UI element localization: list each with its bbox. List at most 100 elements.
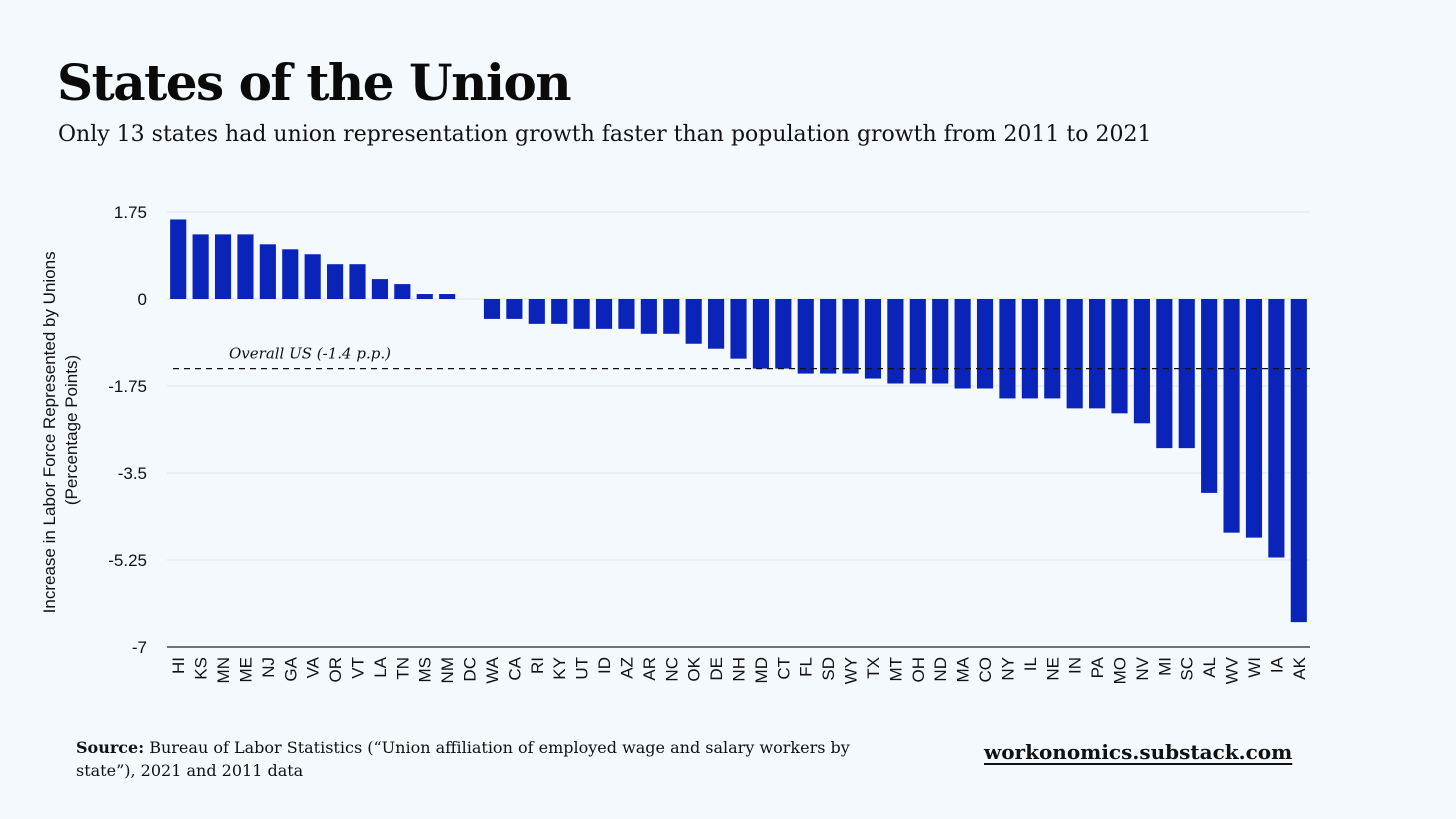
bar-pa xyxy=(1089,299,1106,409)
y-tick-labels: 1.75 0 -1.75 -3.5 -5.25 -7 xyxy=(108,203,147,657)
site-link[interactable]: workonomics.substack.com xyxy=(984,740,1293,764)
bar-ks xyxy=(192,234,209,299)
x-tick-label: VA xyxy=(304,656,323,678)
bar-ak xyxy=(1290,299,1307,623)
y-axis-label: Increase in Labor Force Represented by U… xyxy=(40,247,81,614)
x-tick-label: AK xyxy=(1290,656,1309,679)
bar-vt xyxy=(349,264,366,299)
chart-title: States of the Union xyxy=(57,53,572,112)
y-tick-label: -3.5 xyxy=(118,464,147,483)
x-tick-labels: HI KS MN ME NJ GA VA OR VT LA TN MS NM DC WA CA RI KY UT ID… xyxy=(169,656,1309,684)
x-tick-label: TN xyxy=(393,657,412,680)
bar-tn xyxy=(394,284,411,299)
x-tick-label: NM xyxy=(438,657,457,683)
x-tick-label: TX xyxy=(864,657,883,679)
bar-ga xyxy=(282,249,299,299)
bar-md xyxy=(752,299,769,369)
x-tick-label: DC xyxy=(461,657,480,682)
x-tick-label: MI xyxy=(1155,657,1174,676)
bar-chart: 1.75 0 -1.75 -3.5 -5.25 -7 HI KS MN ME NJ GA VA OR VT… xyxy=(40,203,1310,684)
source-note: Source: Bureau of Labor Statistics (“Uni… xyxy=(76,736,876,782)
x-tick-label: AR xyxy=(640,657,659,681)
source-label: Source: xyxy=(76,738,145,757)
bar-il xyxy=(1021,299,1038,399)
x-tick-label: NY xyxy=(998,657,1017,681)
bar-sd xyxy=(820,299,837,374)
x-tick-label: WA xyxy=(483,656,502,683)
x-tick-label: MN xyxy=(214,657,233,683)
x-tick-label: MT xyxy=(886,657,905,682)
bar-nv xyxy=(1133,299,1150,424)
bar-co xyxy=(976,299,994,389)
bar-wy xyxy=(842,299,859,374)
chart-subtitle: Only 13 states had union representation … xyxy=(58,122,1152,147)
x-tick-label: IL xyxy=(1021,657,1040,671)
x-tick-label: ID xyxy=(595,657,614,674)
bar-id xyxy=(595,299,613,329)
bar-fl xyxy=(797,299,814,374)
x-tick-label: AZ xyxy=(617,657,636,679)
y-tick-label: -1.75 xyxy=(108,377,147,396)
x-tick-label: NH xyxy=(730,657,749,682)
bar-nj xyxy=(259,244,276,299)
x-tick-label: WV xyxy=(1223,656,1242,684)
x-tick-label: SD xyxy=(819,657,838,681)
bars xyxy=(170,219,1307,623)
bar-la xyxy=(371,279,388,299)
source-text: Bureau of Labor Statistics (“Union affil… xyxy=(76,738,850,780)
x-tick-label: OH xyxy=(909,657,928,683)
x-tick-label: ME xyxy=(236,657,255,683)
bar-in xyxy=(1066,299,1083,409)
reference-line-group: Overall US (-1.4 p.p.) xyxy=(173,345,1310,370)
bar-ut xyxy=(573,299,590,329)
bar-ca xyxy=(506,299,523,319)
x-tick-label: NE xyxy=(1043,657,1062,681)
bar-ia xyxy=(1268,299,1285,558)
bar-oh xyxy=(909,299,926,384)
bar-nd xyxy=(932,299,949,384)
y-tick-label: 1.75 xyxy=(114,203,147,222)
x-tick-label: HI xyxy=(169,657,188,674)
x-tick-label: OR xyxy=(326,657,345,683)
x-tick-label: LA xyxy=(371,656,390,677)
x-tick-label: VT xyxy=(349,657,368,679)
y-tick-label: 0 xyxy=(138,290,147,309)
x-tick-label: UT xyxy=(573,657,592,680)
x-tick-label: SC xyxy=(1178,657,1197,681)
bar-ma xyxy=(954,299,971,389)
x-tick-label: ND xyxy=(931,657,950,682)
x-tick-label: NC xyxy=(662,657,681,682)
bar-mi xyxy=(1156,299,1173,449)
bar-me xyxy=(237,234,254,299)
bar-ms xyxy=(416,294,433,299)
bar-az xyxy=(618,299,635,329)
x-tick-label: CT xyxy=(774,657,793,680)
bar-de xyxy=(708,299,725,349)
x-tick-label: IN xyxy=(1066,657,1085,674)
x-tick-label: MS xyxy=(416,657,435,683)
bar-nh xyxy=(730,299,747,359)
bar-nc xyxy=(663,299,680,334)
x-tick-label: PA xyxy=(1088,656,1107,678)
y-tick-label: -7 xyxy=(132,638,147,657)
x-tick-label: RI xyxy=(528,657,547,674)
x-tick-label: MO xyxy=(1111,657,1130,684)
x-tick-label: KS xyxy=(192,657,211,680)
x-tick-label: MA xyxy=(954,656,973,682)
bar-wa xyxy=(483,299,501,319)
y-axis-label-line-1: Increase in Labor Force Represented by U… xyxy=(40,251,59,613)
x-tick-label: GA xyxy=(281,656,300,681)
bar-wi xyxy=(1245,299,1263,538)
x-tick-label: MD xyxy=(752,657,771,683)
bar-or xyxy=(327,264,344,299)
y-tick-label: -5.25 xyxy=(108,551,147,570)
x-tick-label: FL xyxy=(797,657,816,677)
x-tick-label: CO xyxy=(976,657,995,683)
bar-va xyxy=(304,254,321,299)
bar-ny xyxy=(999,299,1016,399)
x-tick-label: NV xyxy=(1133,656,1152,680)
x-tick-label: OK xyxy=(685,656,704,681)
bar-ar xyxy=(640,299,657,334)
bar-ne xyxy=(1044,299,1061,399)
x-tick-label: AL xyxy=(1200,657,1219,678)
